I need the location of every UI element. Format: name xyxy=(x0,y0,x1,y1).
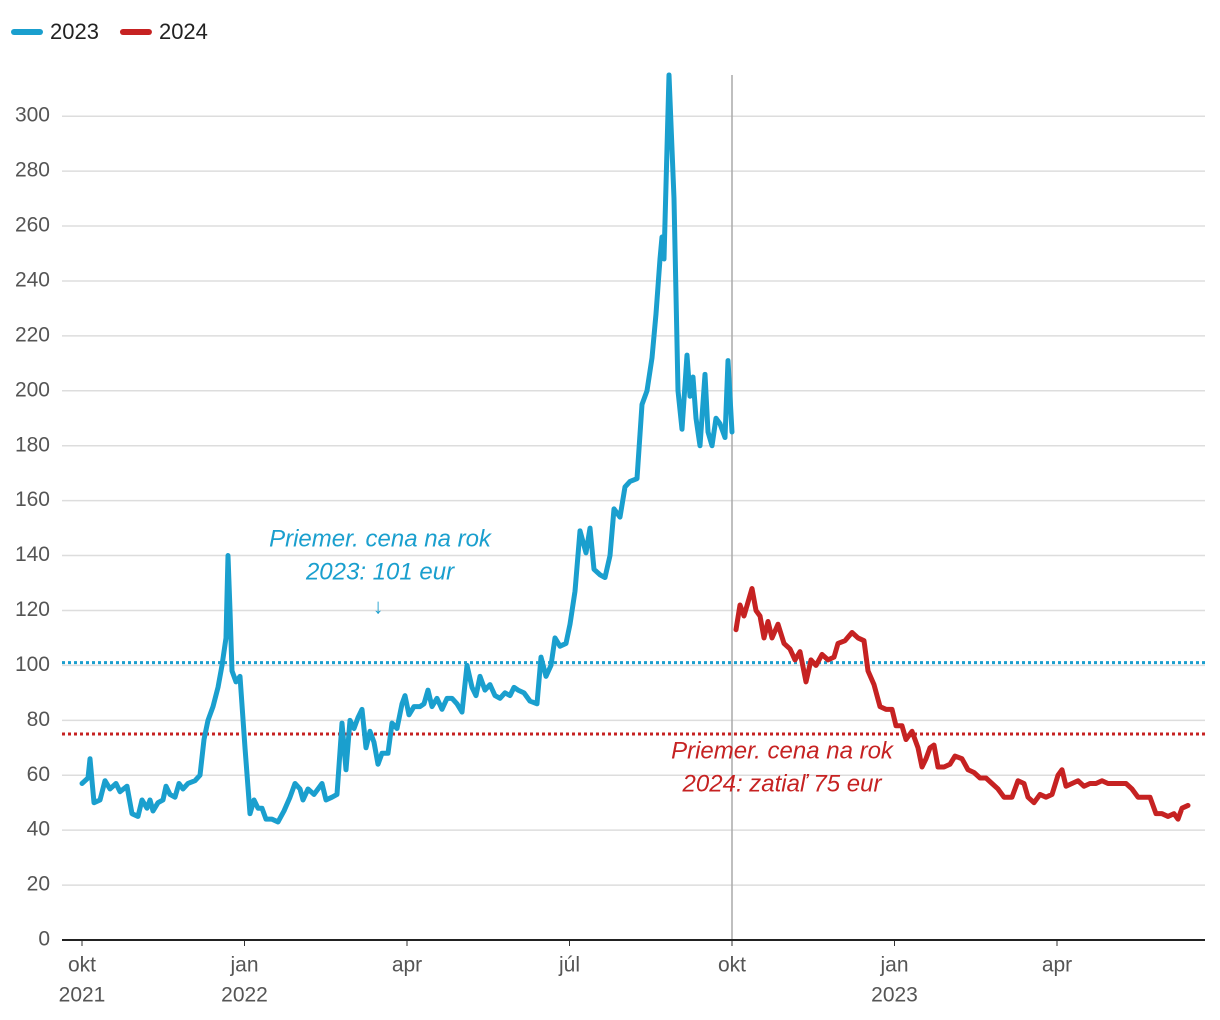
annotation: 2024: zatiaľ 75 eur xyxy=(682,770,883,797)
y-tick-label: 240 xyxy=(15,268,50,291)
y-tick-label: 60 xyxy=(27,763,50,786)
y-tick-label: 220 xyxy=(15,323,50,346)
annotation: Priemer. cena na rok xyxy=(269,525,493,552)
x-tick-label: júl xyxy=(558,954,580,977)
y-tick-label: 40 xyxy=(27,818,50,841)
legend-label: 2024 xyxy=(159,19,208,44)
y-tick-label: 100 xyxy=(15,653,50,676)
x-year-label: 2023 xyxy=(871,984,918,1007)
annotation: 2023: 101 eur xyxy=(305,558,455,585)
y-tick-label: 20 xyxy=(27,873,50,896)
y-tick-label: 140 xyxy=(15,543,50,566)
x-tick-label: okt xyxy=(68,954,96,977)
legend-label: 2023 xyxy=(50,19,99,44)
y-tick-label: 120 xyxy=(15,598,50,621)
y-tick-label: 260 xyxy=(15,214,50,237)
y-tick-label: 0 xyxy=(38,928,50,951)
y-tick-label: 280 xyxy=(15,159,50,182)
y-tick-label: 80 xyxy=(27,708,50,731)
x-tick-label: apr xyxy=(392,954,422,977)
x-year-label: 2022 xyxy=(221,984,268,1007)
x-tick-label: jan xyxy=(229,954,258,977)
y-tick-label: 180 xyxy=(15,433,50,456)
series-line xyxy=(79,72,735,825)
y-tick-label: 200 xyxy=(15,378,50,401)
y-tick-label: 300 xyxy=(15,104,50,127)
x-tick-label: apr xyxy=(1042,954,1072,977)
annotation: Priemer. cena na rok xyxy=(671,737,895,764)
x-year-label: 2021 xyxy=(59,984,106,1007)
x-tick-label: jan xyxy=(879,954,908,977)
x-tick-label: okt xyxy=(718,954,746,977)
y-tick-label: 160 xyxy=(15,488,50,511)
series-line xyxy=(733,586,1191,822)
annotation-arrow: ↓ xyxy=(373,596,384,619)
